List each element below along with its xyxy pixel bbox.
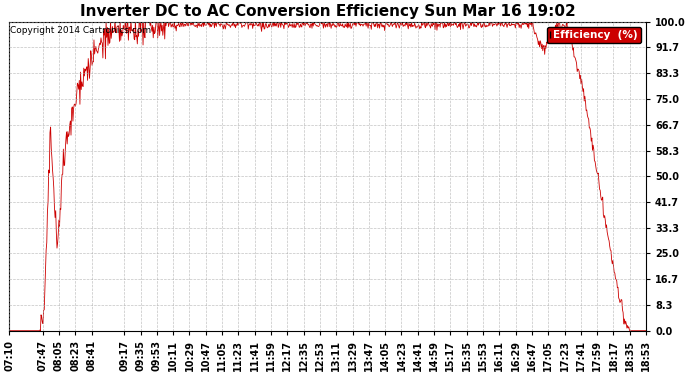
Title: Inverter DC to AC Conversion Efficiency Sun Mar 16 19:02: Inverter DC to AC Conversion Efficiency … xyxy=(80,4,575,19)
Text: Copyright 2014 Cartronics.com: Copyright 2014 Cartronics.com xyxy=(10,26,152,35)
Legend: Efficiency  (%): Efficiency (%) xyxy=(547,27,641,43)
